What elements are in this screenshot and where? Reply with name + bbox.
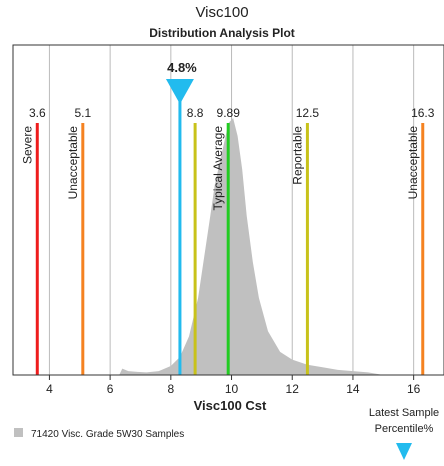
limit-name-label: Unacceptable [406, 126, 420, 200]
latest-sample-caption: Latest Sample [369, 407, 439, 419]
latest-sample-caption-line2: Percentile% [375, 423, 434, 435]
limit-value-label: 12.5 [296, 106, 320, 120]
x-tick-label: 14 [346, 382, 360, 396]
limit-name-label: Typical Average [211, 126, 225, 211]
limit-labels-group: 3.6 Severe 5.1 Unacceptable 8.8 9.89 Typical A… [20, 106, 434, 211]
limit-value-label: 9.89 [217, 106, 241, 120]
limit-value-label: 8.8 [187, 106, 204, 120]
limit-lines-group [35, 95, 425, 375]
plot-frame [12, 44, 444, 376]
x-tick-label: 12 [286, 382, 300, 396]
limit-value-label: 3.6 [29, 106, 46, 120]
x-tick-label: 6 [107, 382, 114, 396]
grid-lines [48, 45, 415, 375]
distribution-area-group [119, 118, 384, 375]
x-tick-label: 4 [46, 382, 53, 396]
distribution-area [119, 118, 384, 375]
legend-label: 71420 Visc. Grade 5W30 Samples [31, 429, 184, 440]
limit-name-label: Severe [20, 126, 34, 164]
chart-title: Visc100 [195, 4, 248, 21]
legend-swatch [14, 428, 23, 437]
latest-sample-percentile-label: 4.8% [167, 60, 197, 75]
chart-subtitle: Distribution Analysis Plot [149, 26, 295, 40]
x-tick-label: 8 [167, 382, 174, 396]
latest-sample-marker-icon [165, 79, 194, 104]
latest-sample-indicator-icon [396, 443, 412, 460]
x-tick-label: 16 [407, 382, 421, 396]
limit-name-label: Unacceptable [66, 126, 80, 200]
limit-value-label: 5.1 [74, 106, 91, 120]
limit-value-label: 16.3 [411, 106, 435, 120]
limit-name-label: Reportable [290, 126, 304, 185]
x-axis-ticks: 4 6 8 10 12 14 16 [46, 375, 421, 396]
x-axis-label: Visc100 Cst [194, 398, 267, 413]
x-tick-label: 10 [225, 382, 239, 396]
